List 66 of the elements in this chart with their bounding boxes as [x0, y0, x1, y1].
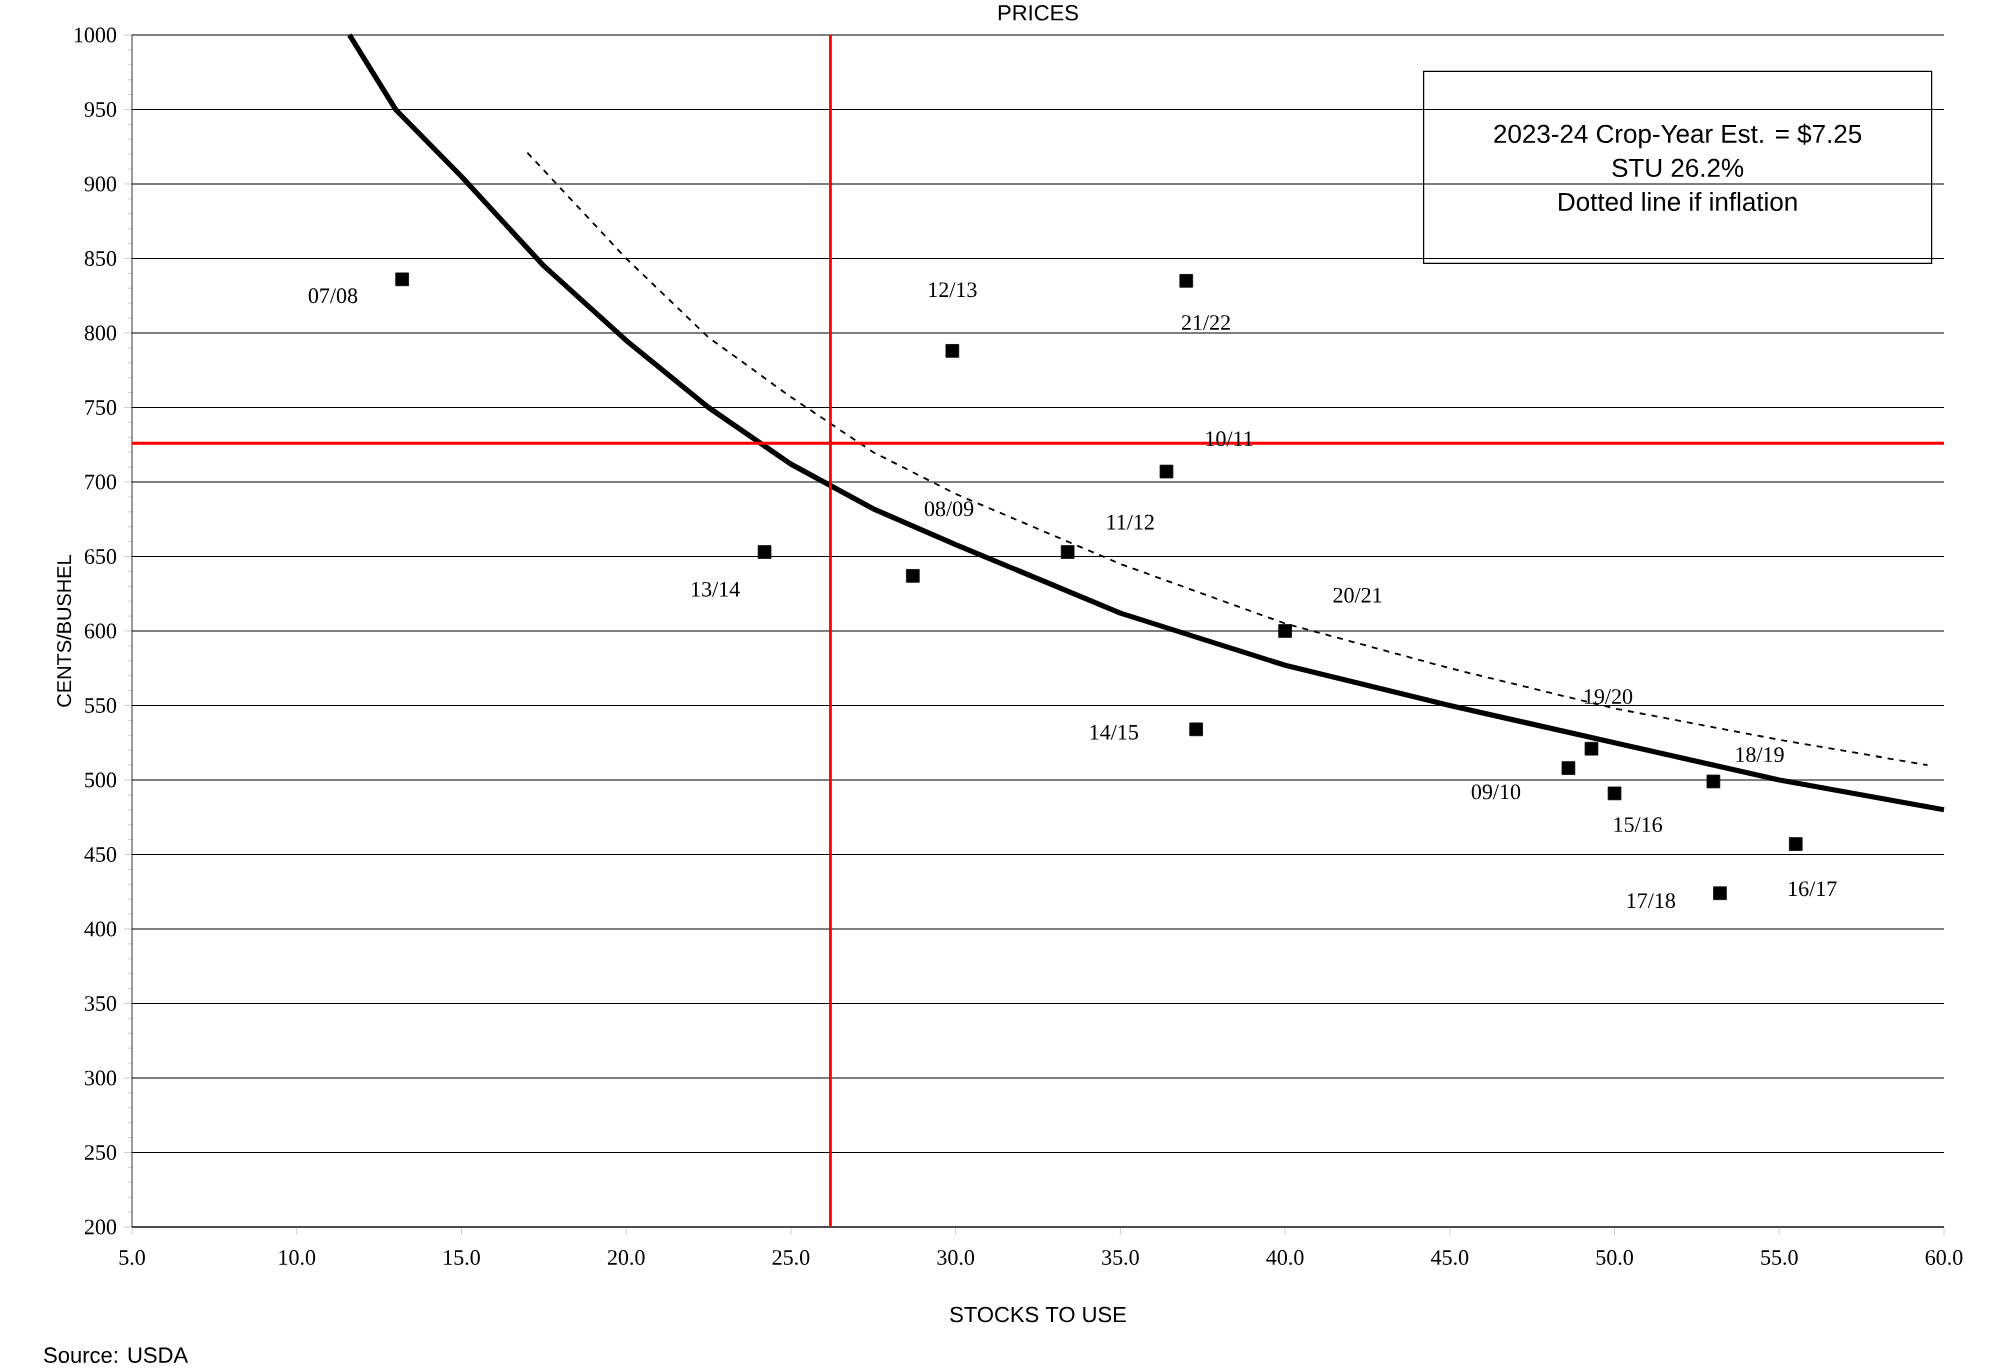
annotation: 18/19: [1736, 747, 1784, 763]
y-tick-label: 750: [85, 400, 117, 415]
point: [757, 545, 772, 559]
y-tick-label: 850: [84, 251, 117, 266]
line-series: [526, 151, 1929, 766]
x-axis-title: STOCKS TO USE: [950, 1306, 1126, 1323]
y-tick-label: 350: [85, 996, 117, 1011]
y-tick-label: 450: [84, 847, 117, 862]
chart-title: PRICES: [998, 5, 1078, 21]
annotation: 19/20: [1584, 689, 1633, 704]
point: [1584, 741, 1599, 756]
point: [395, 272, 409, 287]
x-tick-label: 30.0: [937, 1250, 975, 1265]
point: [1713, 886, 1727, 901]
point: [1189, 722, 1203, 737]
x-tick-label: 50.0: [1596, 1250, 1633, 1265]
x-tick-label: 15.0: [444, 1250, 480, 1265]
x-tick-label: 40.0: [1266, 1250, 1304, 1265]
point: [1179, 274, 1194, 288]
annotation: 13/14: [692, 581, 740, 597]
x-tick-label: 5.0: [119, 1250, 145, 1265]
annotation: Dotted line if inflation: [1559, 191, 1797, 212]
y-tick-label: 600: [84, 623, 117, 639]
annotation: 17/18: [1627, 893, 1676, 909]
point: [1607, 786, 1622, 801]
point: [1159, 464, 1174, 479]
annotation: 21/22: [1181, 315, 1230, 330]
y-tick-label: 400: [84, 921, 117, 937]
x-tick-label: 55.0: [1761, 1250, 1798, 1265]
x-tick-label: 10.0: [279, 1250, 316, 1265]
annotation: STU 26.2%: [1612, 158, 1744, 178]
x-tick-label: 25.0: [772, 1250, 810, 1265]
y-tick-label: 950: [84, 102, 117, 117]
y-tick-label: 200: [84, 1219, 117, 1235]
point: [1060, 545, 1075, 559]
annotation: 07/08: [308, 288, 358, 304]
y-tick-label: 700: [85, 474, 117, 490]
y-tick-label: 300: [85, 1070, 117, 1086]
y-tick-label: 250: [84, 1145, 117, 1160]
x-tick-label: 35.0: [1102, 1250, 1139, 1265]
y-tick-label: 800: [84, 325, 117, 341]
annotation: 20/21: [1333, 587, 1382, 603]
y-tick-label: 1000: [74, 27, 117, 43]
annotation: 11/12: [1107, 514, 1154, 530]
y-axis-title: CENTS/BUSHEL: [56, 554, 72, 707]
source-note: Source: USDA: [44, 1347, 189, 1363]
point: [1788, 837, 1803, 851]
x-tick-label: 20.0: [607, 1250, 645, 1265]
annotation: 16/17: [1789, 881, 1837, 897]
point: [1278, 624, 1292, 638]
y-tick-label: 900: [84, 176, 117, 192]
annotation: 09/10: [1471, 784, 1521, 800]
annotation: 12/13: [929, 282, 977, 298]
point: [906, 569, 920, 583]
annotation: 15/16: [1614, 817, 1663, 833]
point: [1561, 761, 1576, 775]
y-tick-label: 550: [85, 698, 117, 713]
annotation: 14/15: [1090, 724, 1138, 740]
y-tick-label: 500: [85, 772, 117, 788]
x-tick-label: 45.0: [1431, 1250, 1469, 1265]
y-tick-label: 650: [84, 549, 117, 564]
point: [945, 344, 960, 358]
x-tick-label: 60.0: [1925, 1250, 1963, 1265]
annotation: 2023-24 Crop-Year Est. = $7.25: [1494, 123, 1862, 149]
annotation: 08/09: [924, 501, 974, 517]
point: [1706, 774, 1721, 789]
